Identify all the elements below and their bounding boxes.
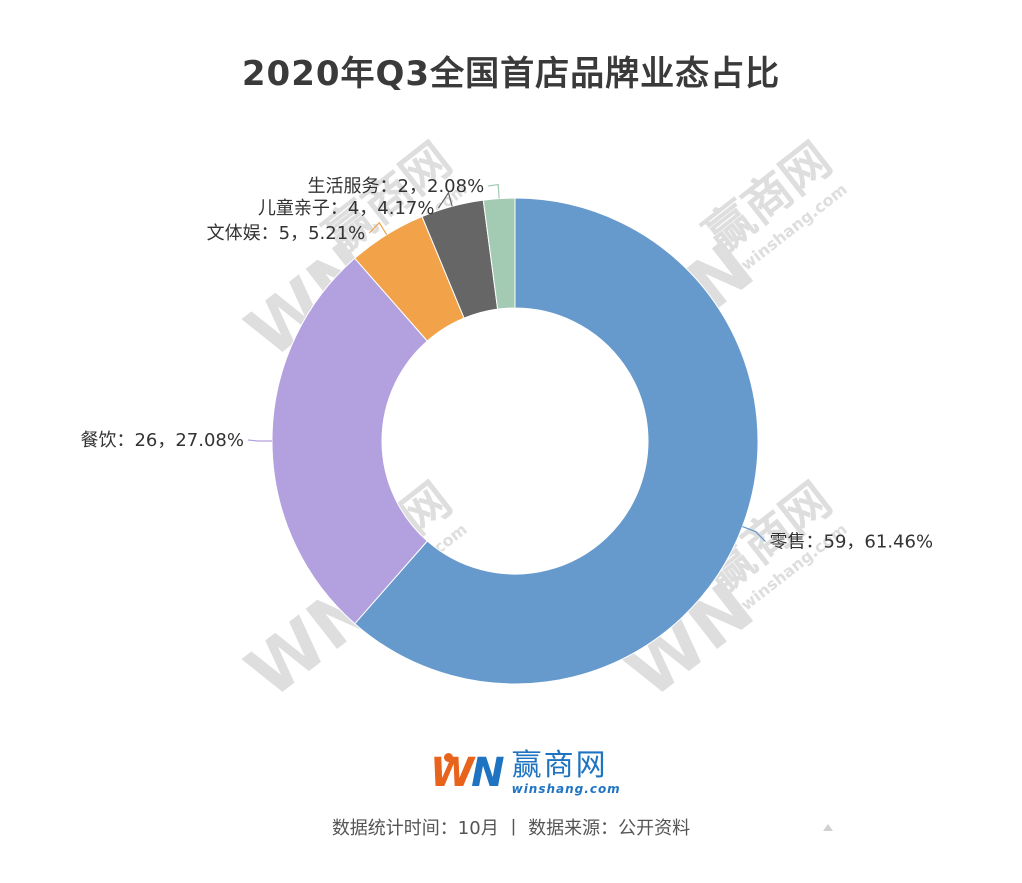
- slice-label-1: 零售：59，61.46%: [770, 532, 934, 553]
- slice-label-2: 餐饮：26，27.08%: [80, 430, 244, 451]
- leader-line-3: [368, 221, 388, 235]
- slice-label-4: 儿童亲子：4，4.17%: [258, 198, 435, 219]
- logo-name: 赢商网: [511, 748, 608, 783]
- logo-mark-n: N: [471, 750, 505, 796]
- footer-source: 数据统计时间：10月 丨 数据来源：公开资料: [331, 818, 691, 839]
- slice-2: [271, 257, 429, 625]
- labels-group: 零售：59，61.46% 餐饮：26，27.08% 文体娱：5，5.21% 儿童亲子：…: [80, 176, 933, 553]
- logo-url: winshang.com: [511, 782, 621, 796]
- logo-text: 赢商网 winshang.com: [511, 748, 621, 796]
- brand-logo: WN 赢商网 winshang.com: [430, 748, 621, 798]
- slices-group: [271, 197, 759, 685]
- logo-mark: WN: [430, 750, 505, 796]
- slice-label-3: 文体娱：5，5.21%: [207, 223, 366, 244]
- leader-line-2: [247, 439, 272, 442]
- slice-1: [354, 197, 759, 685]
- leader-line-4: [437, 191, 453, 209]
- chart-title: 2020年Q3全国首店品牌业态占比: [241, 54, 781, 94]
- slice-5: [482, 197, 516, 310]
- leader-line-5: [488, 183, 500, 199]
- slice-label-5: 生活服务：2，2.08%: [308, 176, 485, 197]
- corner-triangle-icon: [823, 824, 833, 831]
- logo-dot: [444, 753, 453, 762]
- leader-line-1: [742, 526, 766, 542]
